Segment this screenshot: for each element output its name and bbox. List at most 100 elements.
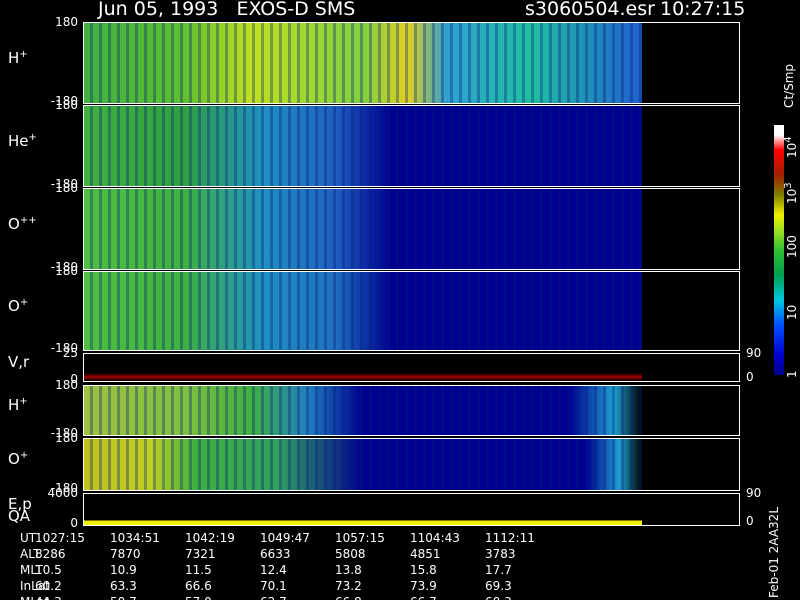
panel-label: V,r (8, 355, 29, 370)
table-cell: 1042:19 (185, 531, 235, 545)
y-tick-label: -180 (50, 177, 78, 191)
row-label: ALT (20, 547, 41, 561)
y-tick-label: 180 (55, 378, 78, 392)
title: Jun 05, 1993 EXOS-D SMS (98, 0, 356, 20)
table-cell: 70.1 (260, 579, 287, 593)
table-cell: 1049:47 (260, 531, 310, 545)
colorbar-tick-label: 10 (785, 304, 799, 320)
table-cell: 63.3 (110, 579, 137, 593)
y-tick-label: -180 (50, 260, 78, 274)
y-tick-label: -180 (50, 426, 78, 440)
panel-frame (83, 188, 740, 270)
label-sup: + (28, 132, 37, 143)
label-text: He (8, 132, 29, 150)
table-cell: 6633 (260, 547, 291, 561)
spectrogram (84, 354, 642, 381)
y-tick-label: 4000 (47, 486, 78, 500)
table-cell: 62.7 (260, 596, 287, 600)
panel-label: H+ (8, 49, 28, 67)
side-note: Feb-01 2AA32L (767, 506, 781, 598)
row-label: MLT (20, 563, 43, 577)
file-name: s3060504.esr (525, 0, 655, 20)
label-sup: + (19, 297, 29, 308)
table-cell: 69.3 (485, 579, 512, 593)
colorbar-tick-label: 100 (785, 235, 799, 258)
colorbar-tick-label: 104 (783, 136, 799, 158)
tick-base: 1 (785, 370, 799, 378)
colorbar-tick-label: 103 (783, 182, 799, 204)
panel-frame (83, 493, 740, 526)
y-tick-label: 0 (70, 516, 78, 530)
tick-base: 10 (785, 188, 799, 204)
panel-frame (83, 105, 740, 187)
panel-frame (83, 22, 740, 104)
table-cell: 5808 (335, 547, 366, 561)
table-cell: 1112:11 (485, 531, 535, 545)
panel-label: O++ (8, 215, 37, 233)
panel-frame (83, 353, 740, 382)
table-cell: 8286 (35, 547, 66, 561)
panel-frame (83, 271, 740, 351)
row-label: UT (20, 531, 37, 545)
label-text: H (8, 396, 20, 414)
panel-label: O+ (8, 450, 29, 467)
y-tick-label: -180 (50, 341, 78, 355)
y-tick-label: 180 (55, 181, 78, 195)
label-text: E,p (8, 495, 32, 513)
tick-base: 10 (785, 304, 799, 320)
label-text: H (8, 49, 20, 67)
table-cell: 44.3 (35, 596, 62, 600)
colorbar-title: Ct/Smp (782, 63, 796, 108)
tick-base: 10 (785, 142, 799, 158)
table-cell: 66.8 (335, 596, 362, 600)
label-text: V,r (8, 353, 30, 371)
label-text: O (8, 297, 20, 315)
spectrogram (84, 386, 642, 435)
table-cell: 60.2 (35, 579, 62, 593)
table-cell: 73.9 (410, 579, 437, 593)
y-tick-label: -180 (50, 481, 78, 495)
table-cell: 1034:51 (110, 531, 160, 545)
table-cell: 73.2 (335, 579, 362, 593)
spectrogram (84, 189, 642, 269)
label-sup: + (19, 396, 28, 407)
row-label: InLat (20, 579, 50, 593)
table-cell: 66.7 (410, 596, 437, 600)
table-cell: 7870 (110, 547, 141, 561)
spectrogram (84, 23, 642, 103)
table-cell: 13.8 (335, 563, 362, 577)
tick-sup: 4 (783, 136, 794, 143)
table-cell: 4851 (410, 547, 441, 561)
table-cell: 10.9 (110, 563, 137, 577)
panel-frame (83, 438, 740, 491)
row-label: MLat (20, 596, 49, 600)
y-tick-label: 180 (55, 264, 78, 278)
spectrogram (84, 494, 642, 525)
y-tick-label: 180 (55, 431, 78, 445)
y2-tick-label: 90 (746, 346, 762, 360)
table-cell: 11.5 (185, 563, 212, 577)
table-cell: 3783 (485, 547, 516, 561)
table-cell: 57.0 (185, 596, 212, 600)
y-tick-label: 180 (55, 98, 78, 112)
table-cell: 1027:15 (35, 531, 85, 545)
table-cell: 15.8 (410, 563, 437, 577)
y2-tick-label: 0 (746, 370, 754, 384)
colorbar-tick-label: 1 (785, 370, 799, 378)
spectrogram (84, 106, 642, 186)
table-cell: 66.6 (185, 579, 212, 593)
tick-sup: 3 (783, 182, 794, 189)
table-cell: 17.7 (485, 563, 512, 577)
y2-tick-label: 0 (746, 514, 754, 528)
label-text: O (8, 215, 20, 233)
panel-label: He+ (8, 132, 37, 150)
colorbar (774, 125, 784, 375)
label-sup: + (19, 49, 28, 60)
label-sup: + (19, 450, 29, 461)
y2-tick-label: 90 (746, 486, 762, 500)
table-cell: 7321 (185, 547, 216, 561)
y-tick-label: 180 (55, 15, 78, 29)
table-cell: 12.4 (260, 563, 287, 577)
table-cell: 60.3 (485, 596, 512, 600)
label-sup: ++ (19, 215, 37, 226)
